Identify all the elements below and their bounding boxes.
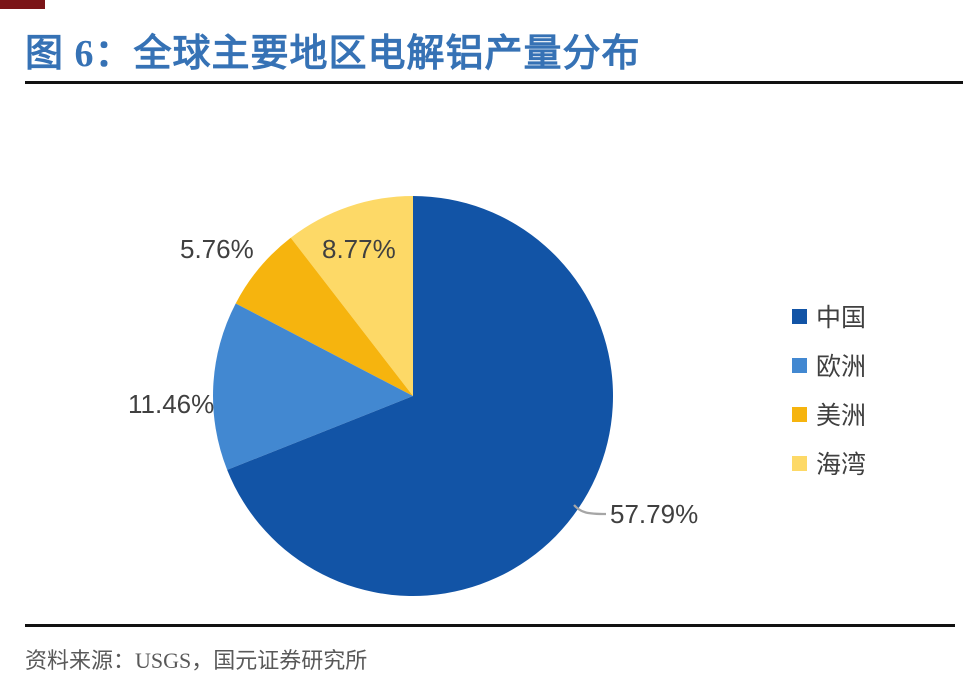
legend-swatch-gulf bbox=[792, 455, 807, 471]
legend-label-china: 中国 bbox=[816, 305, 867, 332]
source-note: 资料来源：USGS，国元证券研究所 bbox=[25, 648, 368, 673]
slice-label-europe: 11.46% bbox=[128, 389, 215, 419]
legend-label-europe: 欧洲 bbox=[816, 354, 867, 381]
legend-label-america: 美洲 bbox=[816, 403, 867, 430]
figure-title: 图 6：全球主要地区电解铝产量分布 bbox=[25, 33, 641, 75]
top-left-accent-bar bbox=[0, 0, 45, 9]
legend-label-gulf: 海湾 bbox=[816, 452, 867, 479]
slice-label-gulf: 8.77% bbox=[322, 234, 396, 264]
pie-slice-0 bbox=[227, 196, 614, 596]
footer-rule bbox=[25, 624, 955, 627]
legend-swatch-america bbox=[792, 406, 807, 422]
legend-item-america: 美洲 bbox=[792, 398, 866, 430]
pie-slice-1 bbox=[213, 303, 413, 470]
title-underline bbox=[25, 81, 963, 84]
legend-item-china: 中国 bbox=[792, 300, 866, 332]
slice-label-america: 5.76% bbox=[180, 234, 254, 264]
legend-swatch-china bbox=[792, 308, 807, 324]
leader-line-china bbox=[573, 504, 607, 516]
pie-slice-3 bbox=[290, 196, 413, 396]
slice-label-china: 57.79% bbox=[610, 499, 699, 529]
legend-item-europe: 欧洲 bbox=[792, 349, 866, 381]
legend-item-gulf: 海湾 bbox=[792, 447, 866, 479]
legend: 中国 欧洲 美洲 海湾 bbox=[792, 300, 866, 496]
legend-swatch-europe bbox=[792, 357, 807, 373]
pie-slice-2 bbox=[235, 237, 413, 396]
